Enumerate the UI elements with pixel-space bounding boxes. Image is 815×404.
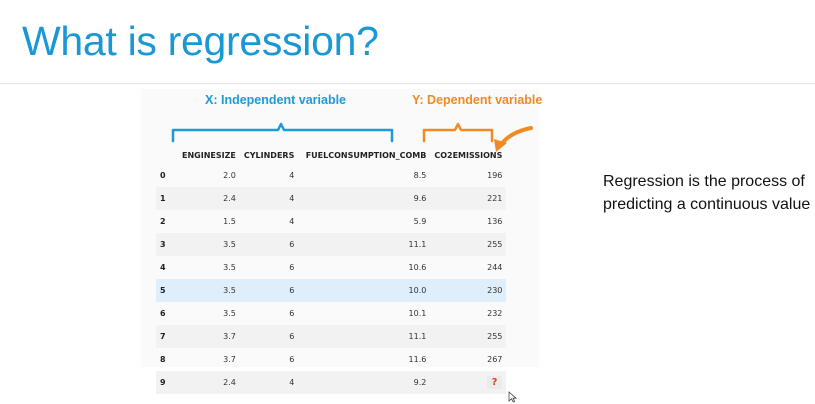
cell-index: 5	[156, 279, 178, 302]
cell-co2emissions: 244	[487, 263, 503, 272]
table-row: 4 3.5 6 10.6 244	[156, 256, 506, 279]
table-row: 3 3.5 6 11.1 255	[156, 233, 507, 256]
slide-title: What is regression?	[22, 18, 379, 64]
cell-fuelconsumption: 11.1	[298, 325, 431, 348]
cell-index: 7	[156, 325, 178, 348]
cell-enginesize: 3.5	[223, 309, 236, 318]
dependent-variable-arrowhead-icon	[494, 139, 507, 152]
dependent-variable-bracket	[422, 122, 494, 143]
cell-fuelconsumption: 5.9	[413, 217, 427, 226]
table-row: 0 2.0 4 8.5 196	[156, 164, 506, 187]
cell-co2emissions: 221	[430, 187, 507, 210]
cell-cylinders: 6	[289, 263, 295, 272]
slide-divider	[0, 83, 815, 84]
cell-enginesize: 3.5	[223, 263, 236, 272]
cell-fuelconsumption: 11.6	[408, 355, 427, 364]
cell-cylinders: 6	[289, 355, 295, 364]
regression-description: Regression is the process of predicting …	[603, 173, 811, 213]
cell-cylinders: 6	[289, 309, 295, 318]
data-table: ENGINESIZE CYLINDERS FUELCONSUMPTION_COM…	[156, 147, 507, 394]
cell-index: 0	[160, 171, 166, 180]
table-row: 9 2.4 4 9.2?	[156, 371, 507, 394]
cell-co2emissions: 232	[487, 309, 503, 318]
cell-enginesize: 2.4	[178, 187, 240, 210]
unknown-value: ?	[486, 376, 503, 389]
cell-fuelconsumption: 9.2	[298, 371, 431, 394]
cell-enginesize: 3.7	[223, 355, 236, 364]
cell-fuelconsumption: 10.1	[408, 309, 427, 318]
cell-co2emissions: 136	[487, 217, 503, 226]
table-row: 6 3.5 6 10.1 232	[156, 302, 506, 325]
independent-variable-bracket	[171, 122, 394, 143]
cell-co2emissions-unknown: ?	[430, 371, 507, 394]
cell-enginesize: 1.5	[223, 217, 236, 226]
cell-co2emissions: 255	[430, 233, 507, 256]
cell-index: 2	[160, 217, 166, 226]
table-panel	[141, 89, 539, 367]
cell-fuelconsumption: 9.6	[298, 187, 431, 210]
cell-index: 3	[156, 233, 178, 256]
cell-fuelconsumption: 10.0	[298, 279, 431, 302]
cell-fuelconsumption: 10.6	[408, 263, 427, 272]
cell-index: 8	[160, 355, 166, 364]
independent-variable-label: X: Independent variable	[205, 93, 347, 107]
cell-cylinders: 6	[239, 325, 299, 348]
table-row: 7 3.7 6 11.1 255	[156, 325, 507, 348]
cell-cylinders: 4	[289, 171, 295, 180]
cell-cylinders: 6	[239, 279, 299, 302]
mouse-cursor-icon	[508, 391, 517, 403]
cell-enginesize: 3.7	[178, 325, 240, 348]
cell-index: 6	[160, 309, 166, 318]
cell-co2emissions: 230	[430, 279, 507, 302]
table-row: 5 3.5 6 10.0 230	[156, 279, 507, 302]
header-cylinders: CYLINDERS	[243, 151, 295, 160]
cell-index: 1	[156, 187, 178, 210]
cell-cylinders: 4	[239, 371, 299, 394]
table-row: 1 2.4 4 9.6 221	[156, 187, 507, 210]
cell-co2emissions: 255	[430, 325, 507, 348]
cell-fuelconsumption: 11.1	[298, 233, 431, 256]
cell-co2emissions: 196	[487, 171, 503, 180]
cell-enginesize: 3.5	[178, 279, 240, 302]
cell-index: 4	[160, 263, 166, 272]
cell-enginesize: 3.5	[178, 233, 240, 256]
cell-cylinders: 4	[289, 217, 295, 226]
header-index	[156, 147, 178, 164]
cell-cylinders: 6	[239, 233, 299, 256]
cell-cylinders: 4	[239, 187, 299, 210]
cell-enginesize: 2.0	[223, 171, 236, 180]
dependent-variable-label: Y: Dependent variable	[412, 93, 543, 107]
table-header-row: ENGINESIZE CYLINDERS FUELCONSUMPTION_COM…	[156, 147, 506, 164]
table-row: 8 3.7 6 11.6 267	[156, 348, 506, 371]
cell-enginesize: 2.4	[178, 371, 240, 394]
header-enginesize: ENGINESIZE	[182, 151, 236, 160]
cell-co2emissions: 267	[487, 355, 503, 364]
cell-fuelconsumption: 8.5	[413, 171, 427, 180]
header-co2emissions: CO2EMISSIONS	[434, 151, 503, 160]
cell-index: 9	[156, 371, 178, 394]
header-fuelconsumption-comb: FUELCONSUMPTION_COMB	[305, 151, 427, 160]
table-row: 2 1.5 4 5.9 136	[156, 210, 506, 233]
